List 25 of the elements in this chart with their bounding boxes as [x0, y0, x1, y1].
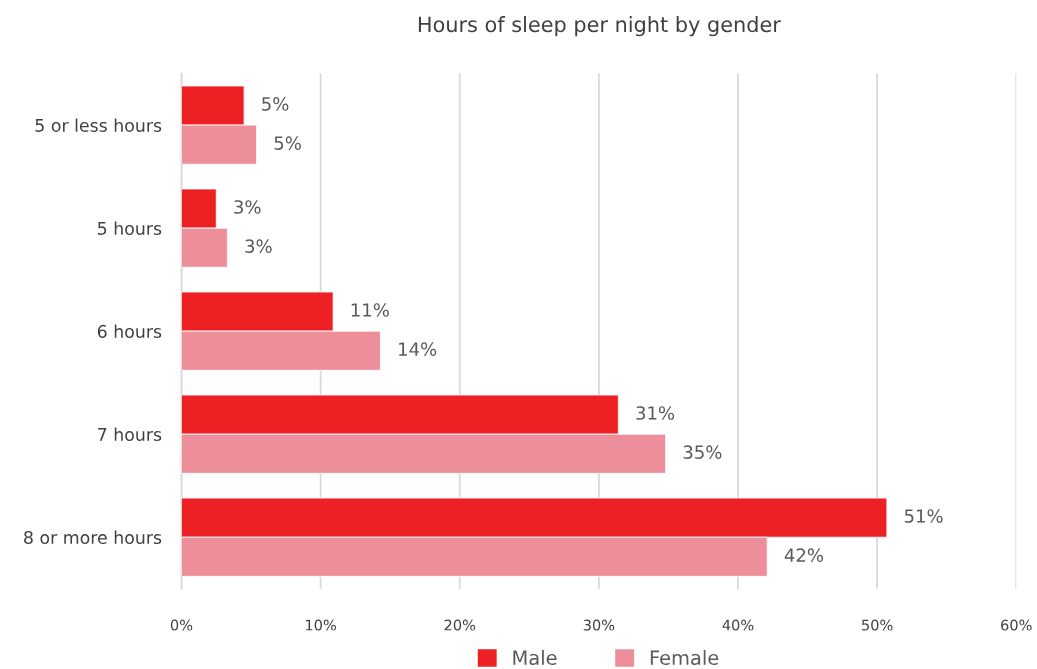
x-tick-label: 20%: [444, 619, 476, 631]
data-label: 3%: [234, 200, 261, 214]
data-label: 3%: [245, 239, 272, 253]
x-tick-label: 60%: [1001, 619, 1032, 631]
y-tick-label: 6 hours: [97, 324, 162, 338]
legend-label: Female: [650, 650, 719, 666]
chart-title: Hours of sleep per night by gender: [418, 16, 781, 37]
data-label: 14%: [399, 342, 437, 356]
data-label: 5%: [274, 136, 301, 150]
y-tick-label: 5 or less hours: [35, 118, 162, 132]
x-tick-label: 40%: [722, 619, 754, 631]
data-label: 11%: [351, 303, 389, 317]
y-tick-label: 7 hours: [98, 427, 162, 442]
y-tick-label: 8 or more hours: [24, 530, 162, 545]
data-label: 51%: [904, 509, 943, 523]
data-label: 5%: [262, 97, 289, 111]
legend-label: Male: [513, 650, 557, 666]
x-tick-label: 50%: [862, 619, 893, 631]
y-tick-label: 5 hours: [98, 221, 162, 235]
x-tick-label: 0%: [170, 619, 193, 631]
data-label: 35%: [683, 445, 722, 459]
x-tick-label: 10%: [306, 619, 337, 631]
data-label: 42%: [784, 548, 824, 563]
data-label: 31%: [636, 406, 675, 420]
x-tick-label: 30%: [583, 619, 615, 631]
